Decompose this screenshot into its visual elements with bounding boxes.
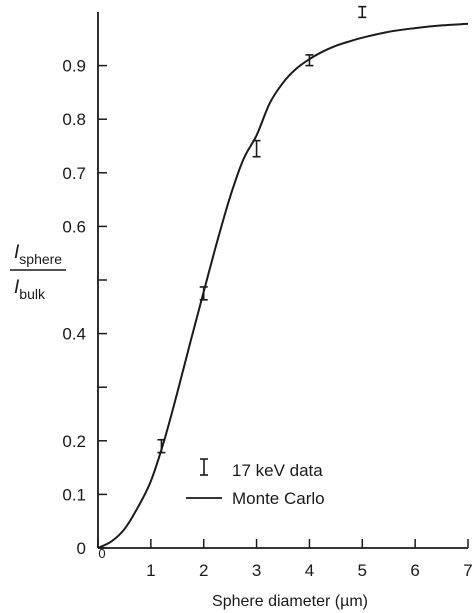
y-axis-title-numerator-sub: sphere	[19, 251, 62, 267]
x-tick-label: 5	[358, 561, 367, 580]
y-axis-title-denominator: Ibulk	[14, 277, 46, 302]
y-axis-title-denominator-sub: bulk	[19, 286, 46, 302]
x-tick-label: 6	[410, 561, 419, 580]
tick-layer: 0 1 2 3 4 5 6 7 0 0.1 0.2 0.4 0.6 0.7 0.8 0.9	[62, 57, 472, 580]
y-tick-label: 0	[77, 539, 86, 558]
monte-carlo-curve	[97, 22, 469, 549]
y-axis-title: Isphere Ibulk	[10, 242, 66, 302]
y-tick-label: 0.1	[62, 485, 86, 504]
y-axis-title-numerator: Isphere	[14, 242, 62, 267]
legend: 17 keV data Monte Carlo	[186, 458, 325, 508]
y-axis-title-denominator-main: I	[14, 277, 20, 298]
legend-label-model: Monte Carlo	[232, 489, 325, 508]
y-tick-label: 0.7	[62, 164, 86, 183]
y-tick-label: 0.8	[62, 110, 86, 129]
x-axis-title: Sphere diameter (µm)	[212, 593, 368, 610]
errorbar-point	[252, 139, 261, 158]
x-tick-label: 3	[252, 561, 261, 580]
x-tick-label: 0	[98, 546, 105, 561]
x-tick-label: 1	[146, 561, 155, 580]
y-tick-label: 0.9	[62, 57, 86, 76]
y-axis-title-numerator-main: I	[14, 242, 20, 263]
legend-errorbar-marker	[200, 458, 208, 476]
x-tick-label: 7	[463, 561, 472, 580]
y-tick-label: 0.6	[62, 217, 86, 236]
series-layer	[97, 5, 469, 549]
legend-label-data: 17 keV data	[232, 461, 323, 480]
y-tick-label: 0.2	[62, 432, 86, 451]
y-tick-label: 0.4	[62, 325, 86, 344]
x-tick-label: 4	[305, 561, 314, 580]
errorbar-point	[358, 5, 367, 19]
errorbar-point	[157, 438, 166, 454]
x-tick-label: 2	[199, 561, 208, 580]
errorbar-point	[305, 54, 314, 67]
errorbar-point	[199, 286, 208, 301]
errorbar-point	[200, 458, 208, 476]
